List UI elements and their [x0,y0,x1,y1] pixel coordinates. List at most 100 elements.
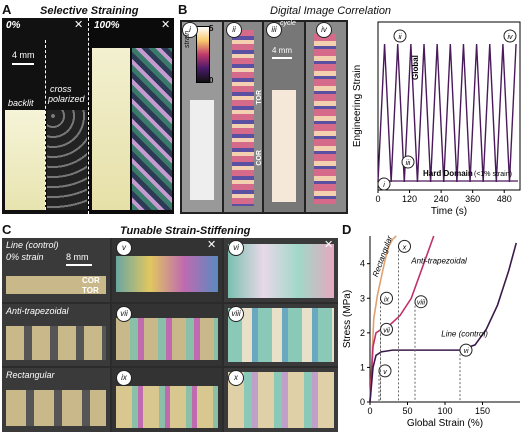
panel-c-title: Tunable Strain-Stiffening [120,225,251,237]
y-tick-label: 1 [360,362,365,372]
line-control-sample [6,276,106,294]
divider [88,18,89,214]
tor-label: TOR [256,90,263,105]
marker-ix: ix [384,296,390,303]
panel-c-photo: Line (control) 0% strain 8 mm COR TOR An… [2,238,338,432]
y-tick-label: 0 [360,397,365,407]
y-tick-label: 2 [360,328,365,338]
panel-b-title: Digital Image Correlation [270,5,392,17]
plot-frame [377,21,521,191]
marker-vii-circle [380,322,393,336]
marker-viii: viii [417,300,426,307]
y-tick-label: 4 [360,259,365,269]
scale-bar-label: 8 mm [66,252,89,262]
marker-v: v [116,240,132,256]
marker-i: i [182,22,198,38]
y-tick-label: 3 [360,293,365,303]
cor-label: COR [256,150,263,166]
series-line [377,43,517,183]
divider [45,40,46,210]
series-line-2 [369,242,518,403]
marker-vii: vii [116,306,132,322]
backlit-stretched-sample [92,48,130,210]
marker-x: x [228,370,244,386]
anti-trap-sample [6,326,106,360]
x-tick-label: 100 [437,406,452,416]
marker-vi-circle [459,343,473,357]
rect-label: Rectangular [6,370,55,380]
cross-arrows-icon: ✕ [161,19,171,31]
marker-viii: viii [228,306,244,322]
specimen-i-body [190,100,214,200]
x-tick-label: 480 [497,194,512,204]
specimen-iii-body [272,90,296,202]
x-tick-label: 0 [375,194,380,204]
rect-sample [6,390,106,426]
marker-ii-circle [393,29,407,43]
rect-ix-sample [116,386,218,428]
panel-a-photo: 0% 100% ✕ ✕ 4 mm backlit cross polarized [2,18,174,214]
panel-d-label: D [342,222,352,237]
colorbar-min: 0 [209,76,214,85]
marker-iv: iv [316,22,332,38]
series-line-0 [369,235,397,403]
marker-ix-circle [380,291,393,305]
x-tick-label: 120 [402,194,417,204]
marker-iii-circle [401,155,415,169]
series-line-1 [369,235,435,403]
marker-iv-circle [503,29,517,43]
scale-bar-label: 4 mm [272,46,292,55]
backlit-label: backlit [8,98,34,108]
scale-bar [272,57,292,59]
y-axis-label: Engineering Strain [352,65,363,147]
anti-trap-label: Anti-trapezoidal [6,306,69,316]
specimen-iv-body [314,34,336,204]
specimen-ii-body [232,30,254,206]
cross-arrows-icon: ✕ [207,239,217,251]
scale-bar [12,63,34,65]
x-axis-label: Time (s) [431,206,467,217]
rect-x-sample [228,372,334,428]
global-label: Global [411,55,420,80]
panel-a-title: Selective Straining [40,5,139,17]
marker-vi: vi [228,240,244,256]
anti-trap-vii-sample [116,318,218,360]
panel-b-label: B [178,2,188,17]
series-label-2: Line (control) [441,329,488,338]
marker-viii-circle [414,295,428,309]
marker-v: v [383,369,387,376]
zero-strain-label: 0% strain [6,252,44,262]
marker-i-circle [377,177,391,191]
colorbar-label: strain [184,30,191,48]
cross-arrows-icon: ✕ [324,239,334,251]
scale-bar-label: 4 mm [12,50,35,60]
cross-label: cross [50,84,72,94]
x-tick-label: 50 [402,406,412,416]
stress-strain-chart: 0 50 100 150 0 1 2 3 4 Global Strain (%) Stress (M… [342,234,520,429]
anti-trap-viii-sample [228,308,334,362]
hard-domain-note: (<1% strain) [474,171,512,178]
marker-vii: vii [383,327,390,334]
marker-x-circle [398,239,411,253]
panel-b-photo: i ii iii iv 5 0 strain TOR COR 4 mm cycl… [180,20,348,214]
marker-x: x [402,244,407,251]
y-axis-label: Stress (MPa) [342,290,353,348]
polarized-stretched-sample [132,48,172,210]
strain-colorbar [196,26,210,83]
colorbar-max: 5 [209,24,214,33]
marker-ix: ix [116,370,132,386]
x-tick-label: 0 [367,406,372,416]
x-tick-label: 240 [434,194,449,204]
cor-label: COR [82,276,100,285]
panel-a-label: A [2,2,12,17]
line-control-vi-sample [228,244,334,298]
marker-i: i [383,182,385,189]
series-label-1: Anti-trapezoidal [410,257,467,266]
marker-iii: iii [266,22,282,38]
panel-c-label: C [2,222,12,237]
strain-time-chart: 0 120 240 360 480 Time (s) Engineering Strain G… [352,21,521,217]
scale-bar [66,264,92,266]
backlit-sample [5,110,45,210]
marker-ii: ii [398,34,402,41]
x-tick-label: 360 [465,194,480,204]
